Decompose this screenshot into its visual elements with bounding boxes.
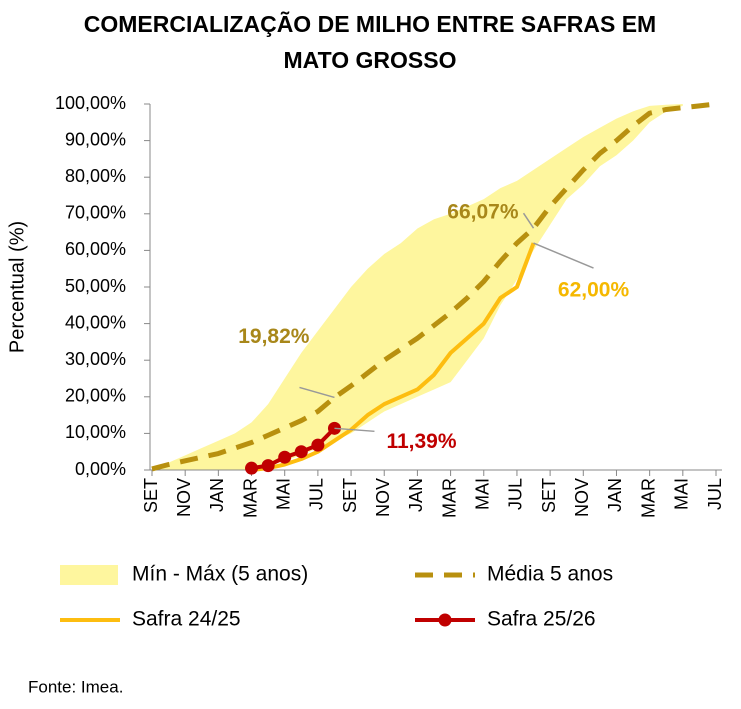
x-tick-label: JAN <box>207 478 227 512</box>
y-tick-label: 20,00% <box>65 386 126 406</box>
y-tick-label: 50,00% <box>65 276 126 296</box>
data-label: 66,07% <box>447 201 519 224</box>
y-tick-label: 90,00% <box>65 129 126 149</box>
y-tick-label: 100,00% <box>55 93 126 113</box>
point <box>294 445 308 459</box>
data-label: 19,82% <box>238 325 310 348</box>
x-tick-label: JAN <box>605 478 625 512</box>
x-tick-label: JUL <box>705 478 725 510</box>
x-tick-label: JUL <box>307 478 327 510</box>
chart-title: MATO GROSSO <box>284 47 457 73</box>
legend-label: Safra 24/25 <box>132 608 241 631</box>
x-tick-label: NOV <box>174 478 194 517</box>
y-tick-label: 40,00% <box>65 312 126 332</box>
chart-title: COMERCIALIZAÇÃO DE MILHO ENTRE SAFRAS EM <box>84 10 656 37</box>
legend-label: Mín - Máx (5 anos) <box>132 563 308 586</box>
data-label: 62,00% <box>558 279 630 302</box>
leader-line <box>334 427 375 433</box>
legend-marker <box>438 613 452 627</box>
x-tick-label: MAI <box>672 478 692 510</box>
leader-line <box>533 242 594 269</box>
x-tick-label: SET <box>141 478 161 513</box>
y-tick-label: 30,00% <box>65 349 126 369</box>
point <box>278 450 292 464</box>
x-tick-label: SET <box>340 478 360 513</box>
y-tick-label: 0,00% <box>75 459 126 479</box>
point <box>245 461 259 475</box>
legend-swatch <box>60 565 118 585</box>
source: Fonte: Imea. <box>28 677 123 696</box>
x-tick-label: JUL <box>506 478 526 510</box>
x-tick-label: NOV <box>572 478 592 517</box>
legend-label: Média 5 anos <box>487 563 613 586</box>
y-tick-label: 80,00% <box>65 166 126 186</box>
x-tick-label: MAR <box>638 478 658 518</box>
leader-line <box>522 212 535 229</box>
x-tick-label: JAN <box>406 478 426 512</box>
x-tick-label: MAI <box>273 478 293 510</box>
point <box>261 459 275 473</box>
x-tick-label: SET <box>539 478 559 513</box>
data-label: 11,39% <box>386 430 456 453</box>
leader-line <box>299 386 335 399</box>
legend-label: Safra 25/26 <box>487 608 596 631</box>
x-tick-label: MAR <box>439 478 459 518</box>
min-max-band <box>152 104 683 470</box>
y-tick-label: 60,00% <box>65 239 126 259</box>
y-axis-label: Percentual (%) <box>6 221 28 353</box>
x-tick-label: MAR <box>240 478 260 518</box>
y-tick-label: 10,00% <box>65 422 126 442</box>
series-line <box>151 101 717 472</box>
y-tick-label: 70,00% <box>65 203 126 223</box>
point <box>311 438 325 452</box>
x-tick-label: NOV <box>373 478 393 517</box>
series-line <box>251 242 536 472</box>
x-tick-label: MAI <box>473 478 493 510</box>
